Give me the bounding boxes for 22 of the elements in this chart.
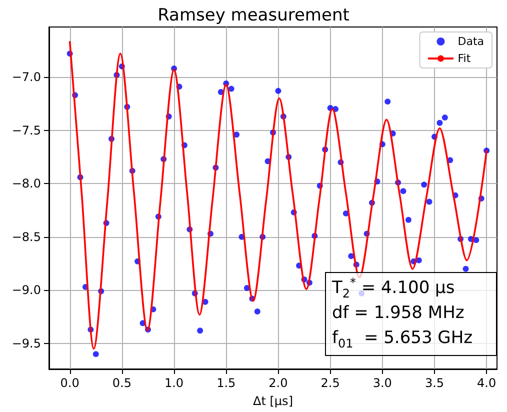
y-tick-label: −7.5 [12,123,41,138]
annotation: T$_{2}$$^{*}$ = 4.100 μs [332,275,456,301]
legend-label: Data [458,35,484,48]
x-tick-label: 2.0 [268,376,288,390]
y-tick-label: −9.0 [12,283,41,298]
x-tick-label: 1.5 [216,376,236,390]
legend-label: Fit [458,52,472,65]
x-tick-label: 2.5 [320,376,340,390]
y-tick-label: −8.5 [12,230,41,244]
y-tick-label: −7.0 [12,70,41,84]
x-axis-title: Δt [μs] [253,394,293,408]
x-tick-label: 0.0 [60,376,80,390]
y-tick-label: −8.0 [12,176,41,191]
chart-title: Ramsey measurement [158,6,350,26]
x-tick-label: 0.5 [112,376,132,390]
x-tick-label: 3.5 [424,376,444,390]
x-tick-label: 4.0 [477,376,496,390]
x-tick-label: 3.0 [372,376,392,390]
y-tick-label: −9.5 [12,336,41,350]
annotation: f$_{01}$ = 5.653 GHz [332,327,474,351]
x-tick-label: 1.0 [164,376,184,390]
annotation: df = 1.958 MHz [332,302,466,325]
